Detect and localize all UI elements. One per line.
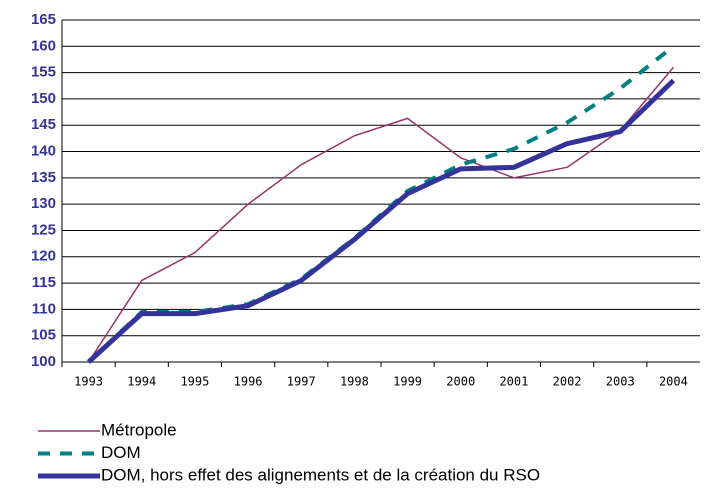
- y-tick-label: 145: [31, 116, 56, 133]
- y-tick-label: 130: [31, 195, 56, 212]
- y-tick-label: 135: [31, 169, 56, 186]
- y-tick-label: 160: [31, 37, 56, 54]
- y-tick-label: 100: [31, 353, 56, 370]
- y-tick-label: 110: [32, 300, 56, 317]
- series-line: [87, 66, 674, 363]
- x-tick-label: 2001: [499, 375, 528, 389]
- legend-label: DOM, hors effet des alignements et de la…: [101, 465, 540, 484]
- x-tick-label: 2004: [659, 375, 688, 389]
- y-tick-label: 165: [31, 11, 56, 28]
- y-tick-label: 105: [31, 327, 56, 344]
- x-tick-label: 1994: [127, 375, 156, 389]
- y-tick-label: 150: [31, 90, 56, 107]
- x-tick-label: 1997: [287, 375, 316, 389]
- x-tick-label: 2000: [446, 375, 475, 389]
- x-tick-label: 1996: [234, 375, 263, 389]
- y-tick-label: 115: [32, 274, 56, 291]
- y-tick-label: 155: [31, 64, 56, 81]
- x-tick-label: 1993: [74, 375, 103, 389]
- legend-label: DOM: [101, 443, 141, 462]
- y-tick-label: 140: [31, 143, 56, 160]
- y-tick-label: 120: [31, 248, 56, 265]
- x-tick-label: 1999: [393, 375, 422, 389]
- series-line: [86, 78, 676, 364]
- x-tick-label: 2003: [606, 375, 635, 389]
- y-tick-label: 125: [31, 221, 56, 238]
- legend-label: Métropole: [101, 420, 177, 439]
- x-tick-label: 1998: [340, 375, 369, 389]
- x-tick-label: 2002: [553, 375, 582, 389]
- x-tick-label: 1995: [180, 375, 209, 389]
